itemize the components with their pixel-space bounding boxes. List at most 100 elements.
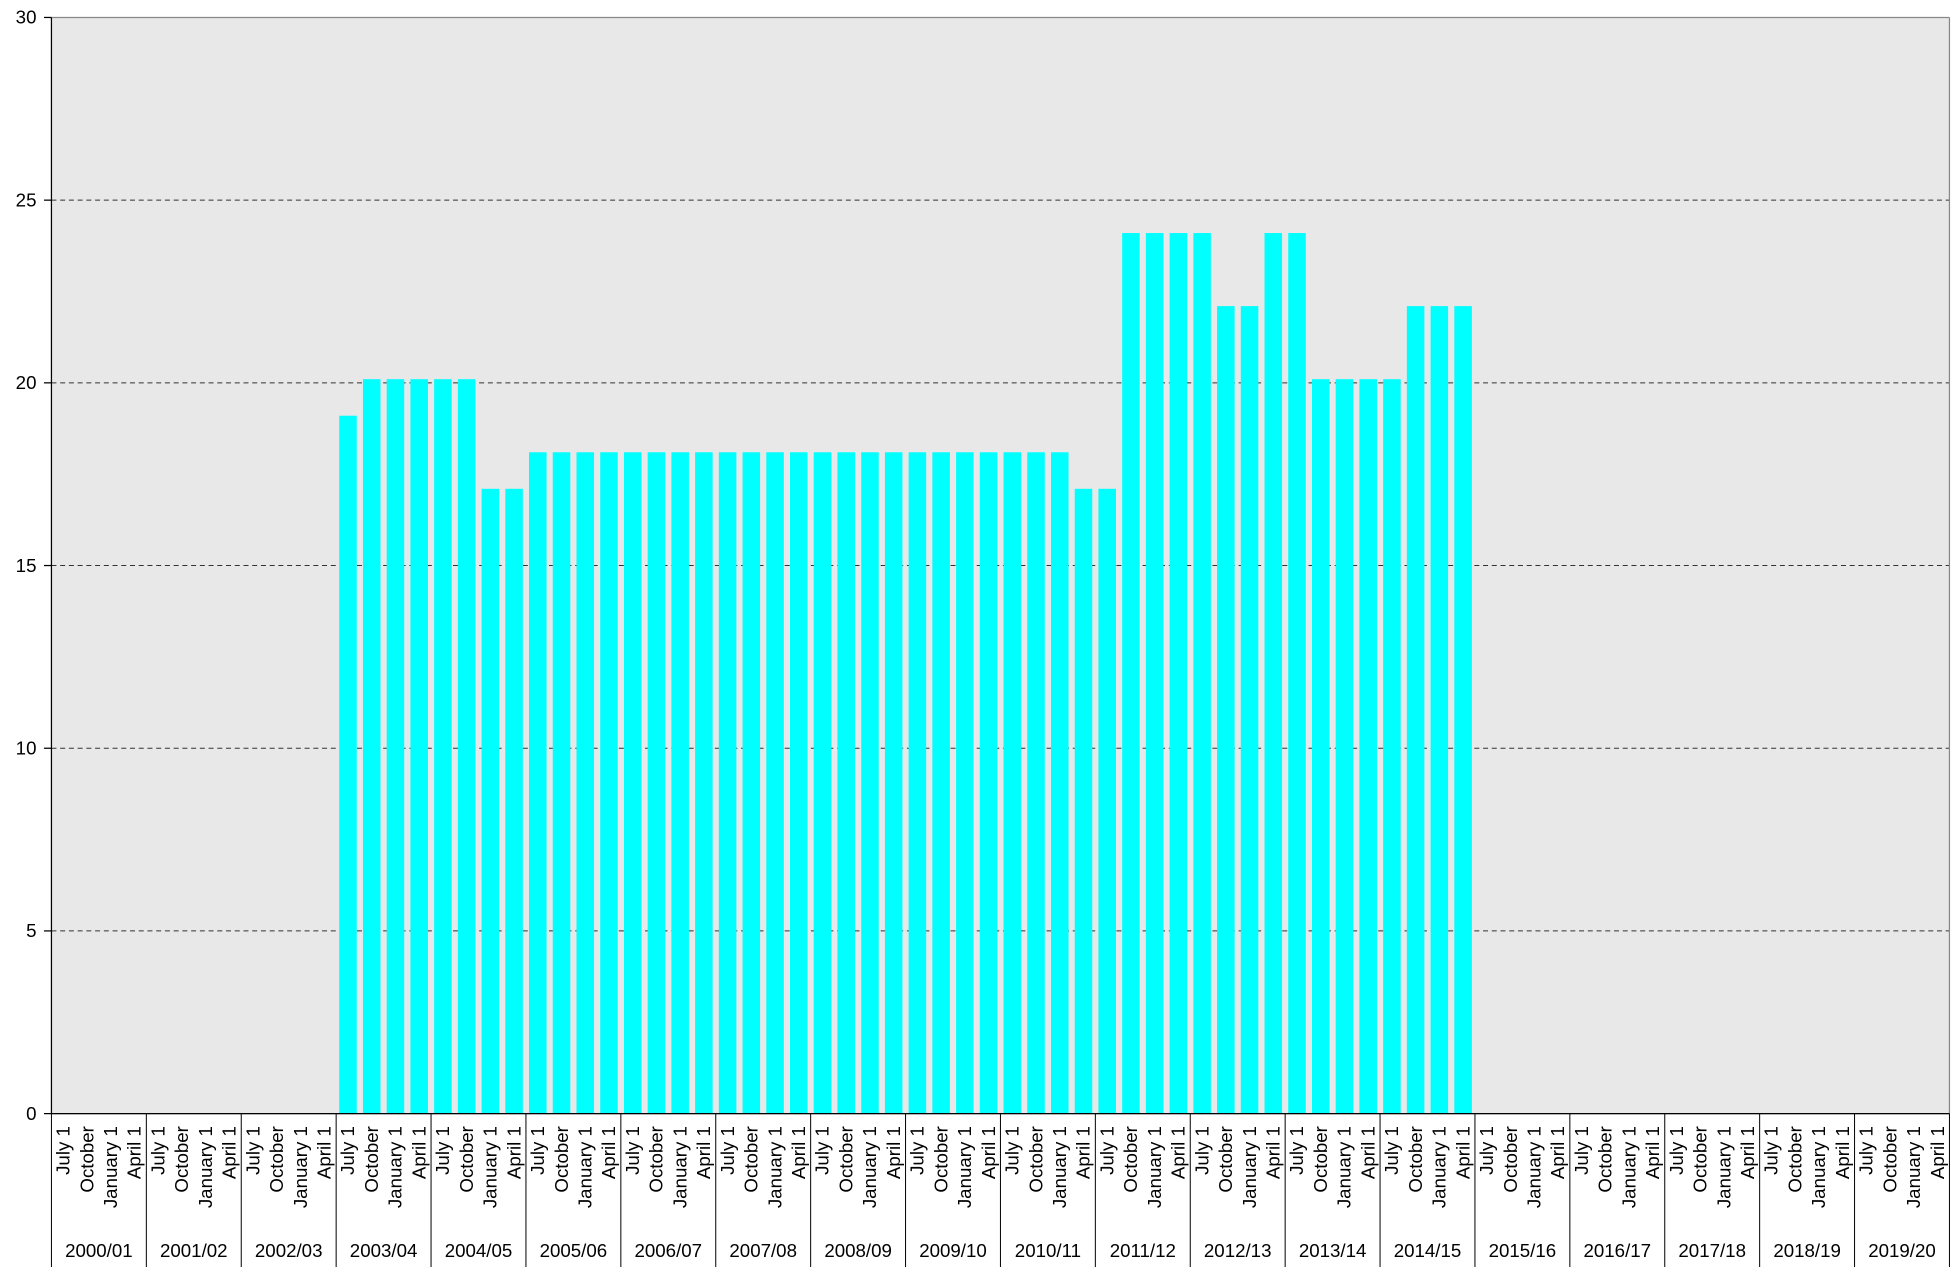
bar	[861, 452, 879, 1114]
group-label: 2001/02	[160, 1240, 228, 1261]
x-tick-label: October	[835, 1126, 856, 1192]
x-tick-label: October	[456, 1126, 477, 1192]
x-tick-label: July 1	[1761, 1126, 1782, 1175]
bar	[932, 452, 950, 1114]
x-tick-label: July 1	[812, 1126, 833, 1175]
x-tick-label: July 1	[53, 1126, 74, 1175]
bar	[600, 452, 618, 1114]
bar	[1454, 306, 1472, 1114]
x-tick-label: January 1	[574, 1126, 595, 1208]
group-label: 2015/16	[1489, 1240, 1557, 1261]
x-tick-label: April 1	[1073, 1126, 1094, 1179]
x-tick-label: April 1	[1547, 1126, 1568, 1179]
bar	[457, 379, 476, 1114]
x-tick-label: October	[1500, 1126, 1521, 1192]
bar	[481, 488, 500, 1114]
x-tick-label: April 1	[1452, 1126, 1473, 1179]
bar	[1050, 452, 1069, 1114]
x-tick-label: January 1	[1713, 1126, 1734, 1208]
x-tick-label: October	[266, 1126, 287, 1192]
x-tick-label: July 1	[717, 1126, 738, 1175]
x-tick-label: July 1	[1191, 1126, 1212, 1175]
bar	[1383, 379, 1401, 1114]
bar	[1193, 233, 1211, 1114]
x-tick-label: October	[1120, 1126, 1141, 1192]
x-tick-label: July 1	[1476, 1126, 1497, 1175]
bar	[647, 452, 666, 1114]
bar	[1145, 233, 1164, 1114]
bar	[1240, 306, 1259, 1114]
x-tick-label: October	[1595, 1126, 1616, 1192]
bar	[766, 452, 784, 1114]
group-label: 2006/07	[635, 1240, 703, 1261]
x-tick-label: July 1	[907, 1126, 928, 1175]
group-label: 2005/06	[540, 1240, 608, 1261]
bar	[813, 452, 832, 1114]
group-label: 2010/11	[1015, 1240, 1081, 1261]
x-tick-label: April 1	[219, 1126, 240, 1179]
bar	[552, 452, 571, 1114]
x-tick-label: January 1	[764, 1126, 785, 1208]
y-tick-label: 25	[16, 189, 37, 210]
group-label: 2007/08	[729, 1240, 797, 1261]
bar	[362, 379, 381, 1114]
bar	[623, 452, 642, 1114]
bar	[1169, 233, 1188, 1114]
x-tick-label: January 1	[669, 1126, 690, 1208]
bar	[1074, 488, 1093, 1114]
x-tick-label: April 1	[883, 1126, 904, 1179]
bar	[1406, 306, 1425, 1114]
x-tick-label: October	[551, 1126, 572, 1192]
x-tick-label: July 1	[622, 1126, 643, 1175]
bar	[1359, 379, 1377, 1114]
group-label: 2003/04	[350, 1240, 418, 1261]
x-tick-label: April 1	[978, 1126, 999, 1179]
bar	[434, 379, 452, 1114]
x-tick-label: July 1	[1286, 1126, 1307, 1175]
plot-area	[51, 17, 1950, 1114]
bar	[410, 379, 428, 1114]
y-tick-label: 0	[26, 1103, 36, 1124]
bar	[339, 415, 357, 1114]
group-label: 2004/05	[445, 1240, 513, 1261]
x-tick-label: July 1	[1666, 1126, 1687, 1175]
bar	[1430, 306, 1449, 1114]
x-tick-label: January 1	[1239, 1126, 1260, 1208]
bar	[1288, 233, 1306, 1114]
bar	[695, 452, 713, 1114]
group-label: 2014/15	[1394, 1240, 1462, 1261]
bar	[1098, 488, 1116, 1114]
x-tick-label: January 1	[480, 1126, 501, 1208]
bar	[908, 452, 927, 1114]
bar	[790, 452, 808, 1114]
x-tick-label: July 1	[1002, 1126, 1023, 1175]
x-tick-label: October	[1690, 1126, 1711, 1192]
group-label: 2008/09	[824, 1240, 892, 1261]
bar	[956, 452, 974, 1114]
x-tick-label: April 1	[503, 1126, 524, 1179]
x-tick-label: October	[1310, 1126, 1331, 1192]
x-tick-label: January 1	[1808, 1126, 1829, 1208]
x-tick-label: April 1	[788, 1126, 809, 1179]
x-tick-label: July 1	[527, 1126, 548, 1175]
x-tick-label: July 1	[1856, 1126, 1877, 1175]
bar	[671, 452, 689, 1114]
y-tick-label: 10	[16, 737, 37, 758]
x-tick-label: January 1	[1903, 1126, 1924, 1208]
bar	[742, 452, 761, 1114]
x-tick-label: January 1	[195, 1126, 216, 1208]
bar	[1003, 452, 1022, 1114]
x-tick-label: January 1	[859, 1126, 880, 1208]
group-label: 2016/17	[1584, 1240, 1652, 1261]
x-tick-label: April 1	[408, 1126, 429, 1179]
y-tick-label: 15	[16, 555, 37, 576]
group-label: 2002/03	[255, 1240, 323, 1261]
x-tick-label: January 1	[1618, 1126, 1639, 1208]
x-tick-label: April 1	[598, 1126, 619, 1179]
x-tick-label: April 1	[314, 1126, 335, 1179]
bar	[1027, 452, 1045, 1114]
x-tick-label: January 1	[1334, 1126, 1355, 1208]
x-tick-label: July 1	[1571, 1126, 1592, 1175]
group-label: 2012/13	[1204, 1240, 1272, 1261]
x-tick-label: January 1	[385, 1126, 406, 1208]
